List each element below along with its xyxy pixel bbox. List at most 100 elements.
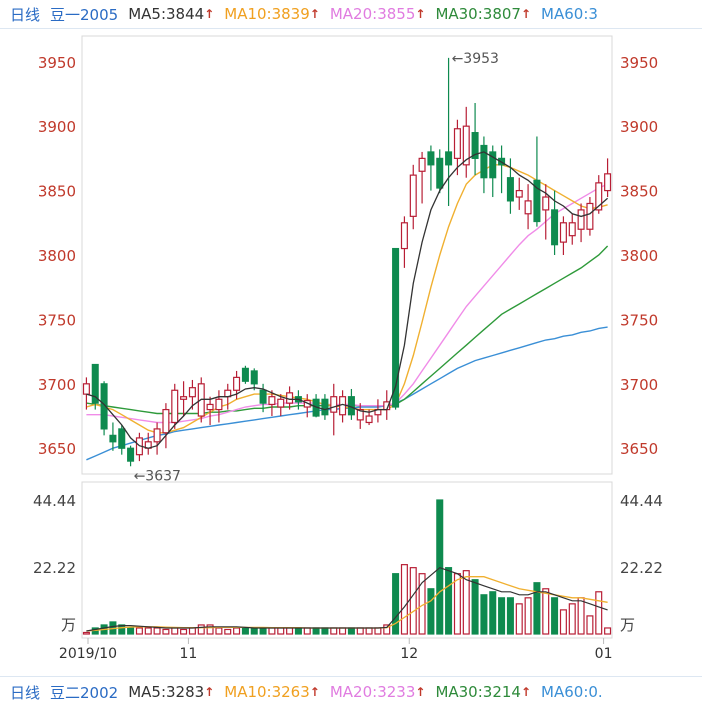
candle-up [215,398,223,411]
candle-down [347,396,355,416]
volume-bar-down [321,627,329,635]
secondary-contract-header: 日线 豆二2002 MA5:3283 ↑ MA10:3263 ↑ MA20:3233… [0,676,702,707]
volume-bar-down [250,627,258,635]
price-tick-left: 3950 [38,54,76,72]
price-tick-right: 3700 [620,376,658,394]
ma30-value: MA30:3807 [435,5,521,23]
volume-bar-up [197,624,205,635]
high-annotation: ←3953 [452,51,499,67]
ma5-indicator: MA5:3844 ↑ [128,5,214,23]
candle-up [233,376,241,391]
price-tick-left: 3650 [38,440,76,458]
candle-down [321,398,329,416]
volume-bar-down [427,588,435,635]
volume-bar-up [303,627,311,635]
price-tick-right: 3950 [620,54,658,72]
ma5-indicator: MA5:3283 ↑ [128,683,214,701]
candle-down [489,151,497,179]
ma30-indicator: MA30:3214 ↑ [435,683,531,701]
ma5-value: MA5:3844 [128,5,205,23]
candle-up [339,396,347,416]
ma60-value: MA60:0. [541,683,603,701]
volume-bar-up [286,627,294,635]
ma30-indicator: MA30:3807 ↑ [435,5,531,23]
volume-bar-up [542,588,550,635]
volume-bar-up [268,627,276,635]
volume-tick-left: 44.44 [33,492,76,510]
candle-up [153,428,161,443]
volume-tick-left: 万 [61,616,76,634]
price-volume-chart[interactable]: 3950 3950 3900 3900 3850 3850 3800 3800 3750 3750… [0,28,702,676]
volume-bar-up [586,615,594,635]
contract-name[interactable]: 豆一2005 [50,5,119,24]
volume-bar-up [206,624,214,635]
candle-down [91,363,99,404]
volume-bar-down [551,597,559,635]
candle-up [542,196,550,211]
candle-down [250,370,258,385]
volume-bar-down [498,597,506,635]
volume-bar-up [188,627,196,635]
candle-down [471,132,479,159]
volume-bar-up [577,597,585,635]
up-arrow-icon: ↑ [520,7,532,21]
candle-up [286,392,294,404]
volume-bar-down [259,627,267,635]
candle-up [268,396,276,406]
contract-name[interactable]: 豆二2002 [50,683,119,702]
volume-bar-down [118,624,126,635]
up-arrow-icon: ↑ [309,685,320,699]
volume-bar-down [471,579,479,635]
main-contract-header: 日线 豆一2005 MA5:3844 ↑ MA10:3839 ↑ MA20:3855… [0,0,702,29]
candle-up [330,396,338,413]
price-tick-left: 3850 [38,183,76,201]
ma60-value: MA60:3 [541,5,598,23]
candle-up [559,222,567,243]
up-arrow-icon: ↑ [309,7,320,21]
volume-bar-up [462,570,470,635]
candle-up [206,403,214,411]
price-tick-right: 3800 [620,247,658,265]
candle-up [162,408,170,434]
candle-down [436,157,444,189]
volume-bar-up [215,627,223,635]
volume-bar-up [383,624,391,635]
volume-bar-down [480,594,488,635]
volume-bar-up [171,627,179,635]
candle-down [118,428,126,449]
volume-bar-down [436,499,444,635]
candle-up [515,189,523,198]
volume-bar-up [339,627,347,635]
ma30-value: MA30:3214 [435,683,521,701]
volume-bar-up [162,628,170,635]
price-tick-right: 3750 [620,311,658,329]
candle-up [462,125,470,166]
x-tick-label: 12 [400,646,418,662]
up-arrow-icon: ↑ [520,685,532,699]
volume-bar-up [400,564,408,635]
candle-up [180,396,188,400]
candle-down [445,151,453,166]
volume-bar-up [135,627,143,635]
candle-down [551,209,559,246]
x-tick-label: 11 [180,646,198,662]
volume-bar-up [515,603,523,635]
x-tick-label: 2019/10 [59,646,117,662]
price-tick-right: 3900 [620,118,658,136]
up-arrow-icon: ↑ [415,685,426,699]
volume-bar-up [595,591,603,635]
candle-up [356,408,364,421]
period-label: 日线 [10,683,41,702]
candle-up [453,128,461,159]
volume-tick-right: 44.44 [620,492,663,510]
volume-bar-up [356,627,364,635]
candle-up [586,202,594,230]
candle-down [100,383,108,430]
volume-bar-down [347,627,355,635]
candle-down [127,447,135,462]
ma10-value: MA10:3839 [224,5,310,23]
candle-down [533,179,541,223]
ma5-line [86,151,609,449]
volume-bar-down [445,567,453,635]
volume-bar-up [153,627,161,635]
